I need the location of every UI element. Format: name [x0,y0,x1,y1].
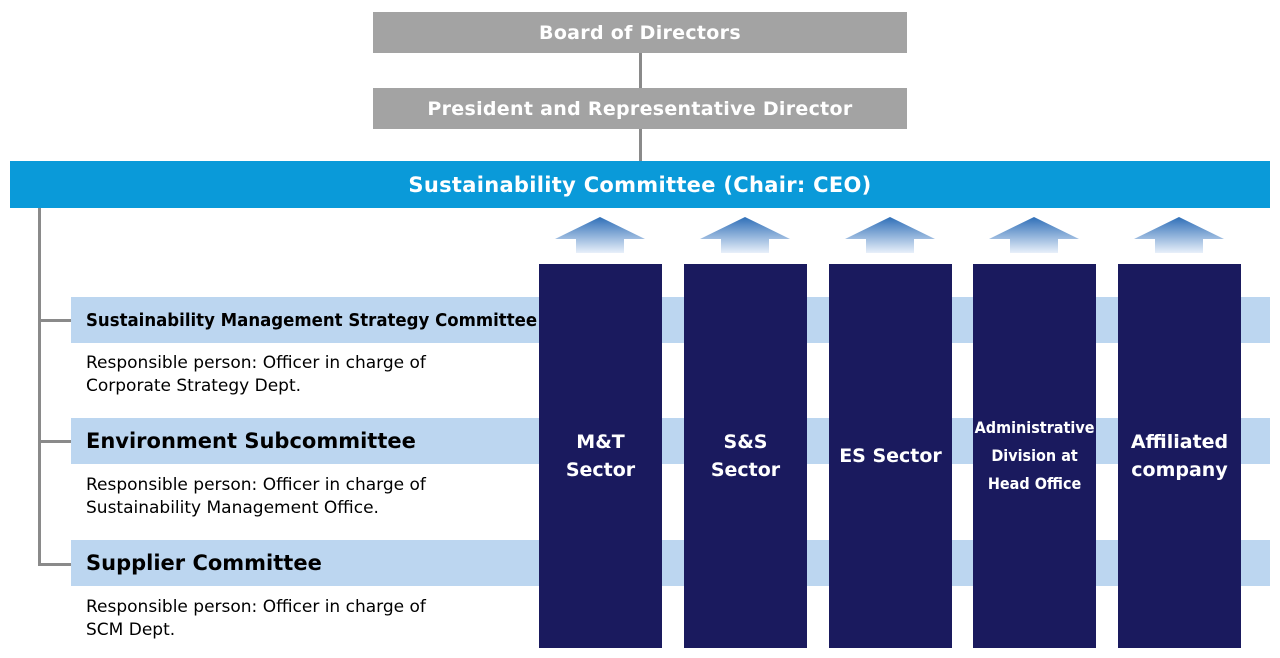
sector-label-line: Affiliated [1130,431,1229,453]
sector-label-line: Head Office [987,474,1082,493]
sector-label-line: Division at [991,446,1078,465]
sector-label-line: ES Sector [839,445,942,467]
sector-label-line: M&T [576,431,625,453]
sector-label-line: Administrative [974,418,1095,437]
supplier-committee-responsible: Responsible person: Officer in charge of… [86,596,426,642]
up-arrow-icon [1134,217,1224,253]
connector-board-president [639,53,642,89]
president-box: President and Representative Director [373,88,907,129]
responsible-line: Responsible person: Officer in charge of [86,475,426,495]
up-arrow-icon [989,217,1079,253]
responsible-line: Responsible person: Officer in charge of [86,353,426,373]
responsible-line: Corporate Strategy Dept. [86,376,302,396]
sector-affiliated-company: Affiliated company [1118,264,1241,648]
up-arrow-icon [555,217,645,253]
sustainability-committee-box: Sustainability Committee (Chair: CEO) [10,161,1270,208]
responsible-line: SCM Dept. [86,620,176,640]
sector-label-line: Sector [710,459,781,481]
connector-branch-environment [38,440,72,443]
sector-administrative-division: Administrative Division at Head Office [973,264,1096,648]
strategy-committee-responsible: Responsible person: Officer in charge of… [86,352,426,398]
sector-label-line: Sector [565,459,636,481]
sector-es: ES Sector [829,264,952,648]
connector-branch-supplier [38,563,72,566]
sector-ss: S&S Sector [684,264,807,648]
board-of-directors-box: Board of Directors [373,12,907,53]
environment-subcommittee-responsible: Responsible person: Officer in charge of… [86,474,426,520]
supplier-committee-title: Supplier Committee [86,551,322,575]
responsible-line: Responsible person: Officer in charge of [86,597,426,617]
environment-subcommittee-title: Environment Subcommittee [86,429,416,453]
sector-label-line: company [1131,459,1228,481]
sector-label-line: S&S [723,431,768,453]
connector-branch-strategy [38,319,72,322]
connector-committee-subcommittees [38,208,41,566]
up-arrow-icon [700,217,790,253]
sector-mt: M&T Sector [539,264,662,648]
strategy-committee-title: Sustainability Management Strategy Commi… [86,309,538,331]
up-arrow-icon [845,217,935,253]
connector-president-committee [639,129,642,162]
responsible-line: Sustainability Management Office. [86,498,379,518]
